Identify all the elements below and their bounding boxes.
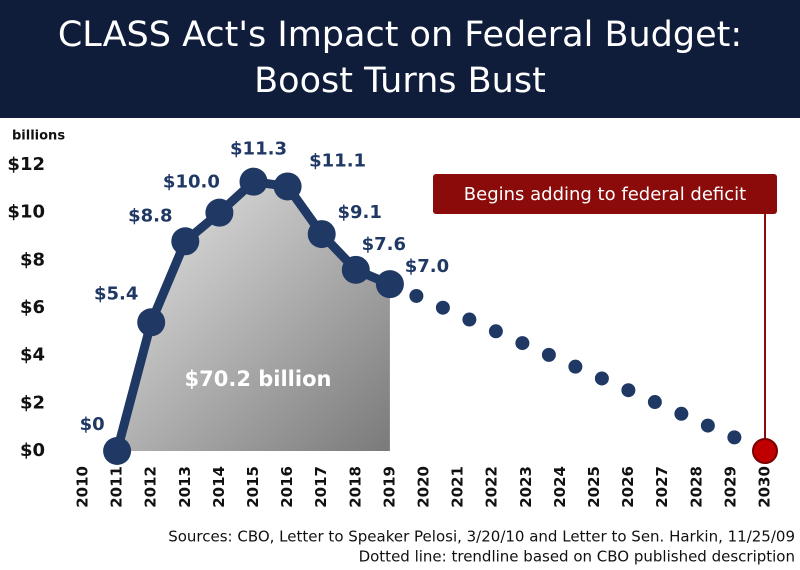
x-tick-label: 2010	[74, 466, 92, 508]
x-tick-label: 2012	[142, 466, 160, 508]
point	[375, 270, 404, 299]
value-label: $7.0	[405, 256, 449, 277]
plot: $0 $2 $4 $6 $8 $10 $12 2010 2011 2012 2013 2014 2015…	[7, 139, 778, 508]
point	[239, 167, 268, 196]
x-tick-label: 2023	[517, 466, 535, 508]
x-tick-label: 2026	[619, 466, 637, 508]
y-axis-label: billions	[12, 129, 65, 144]
value-label: $11.1	[309, 150, 366, 171]
y-tick-label: $0	[20, 440, 45, 461]
sources: Dotted line: trendline based on CBO publ…	[359, 548, 795, 566]
y-tick-label: $8	[20, 249, 45, 270]
value-label: $9.1	[337, 202, 381, 223]
x-tick-label: 2025	[585, 466, 603, 508]
value-label: $10.0	[163, 172, 220, 193]
x-tick-label: 2011	[108, 466, 126, 508]
chart-title: Boost Turns Bust	[254, 61, 546, 101]
x-tick-label: 2021	[449, 466, 467, 508]
x-tick-label: 2022	[483, 466, 501, 508]
y-tick-label: $4	[20, 345, 45, 366]
value-label: $5.4	[94, 283, 138, 304]
area-label: $70.2 billion	[185, 367, 332, 391]
chart-title: CLASS Act's Impact on Federal Budget:	[58, 15, 742, 55]
point	[273, 172, 302, 201]
point	[171, 227, 200, 256]
x-tick-label: 2018	[346, 466, 364, 508]
point	[137, 308, 166, 337]
value-label: $11.3	[230, 139, 287, 160]
x-tick-label: 2020	[415, 466, 433, 508]
x-tick-label: 2016	[278, 466, 296, 508]
point	[307, 220, 336, 249]
x-tick-label: 2027	[653, 466, 671, 508]
trend-end-point	[752, 438, 778, 464]
header	[0, 0, 800, 118]
x-tick-label: 2029	[721, 466, 739, 508]
point	[205, 198, 234, 227]
y-tick-label: $2	[20, 392, 45, 413]
x-tick-label: 2013	[176, 466, 194, 508]
trend-line	[382, 277, 772, 458]
point	[103, 437, 132, 465]
annotation-box	[433, 174, 777, 214]
x-tick-label: 2024	[551, 466, 569, 508]
y-tick-label: $6	[20, 297, 45, 318]
x-tick-label: 2030	[756, 466, 774, 508]
annotation: Begins adding to federal deficit	[464, 184, 746, 205]
value-label: $7.6	[362, 234, 406, 255]
x-tick-label: 2015	[244, 466, 262, 508]
x-tick-label: 2014	[210, 466, 228, 508]
x-tick-label: 2019	[380, 466, 398, 508]
point	[341, 255, 370, 284]
sources: Sources: CBO, Letter to Speaker Pelosi, …	[168, 528, 795, 546]
y-tick-label: $10	[7, 202, 45, 223]
x-tick-label: 2028	[687, 466, 705, 508]
value-label: $8.8	[128, 205, 172, 226]
x-tick-label: 2017	[312, 466, 330, 508]
value-label: $0	[80, 414, 105, 435]
y-tick-label: $12	[7, 154, 45, 175]
